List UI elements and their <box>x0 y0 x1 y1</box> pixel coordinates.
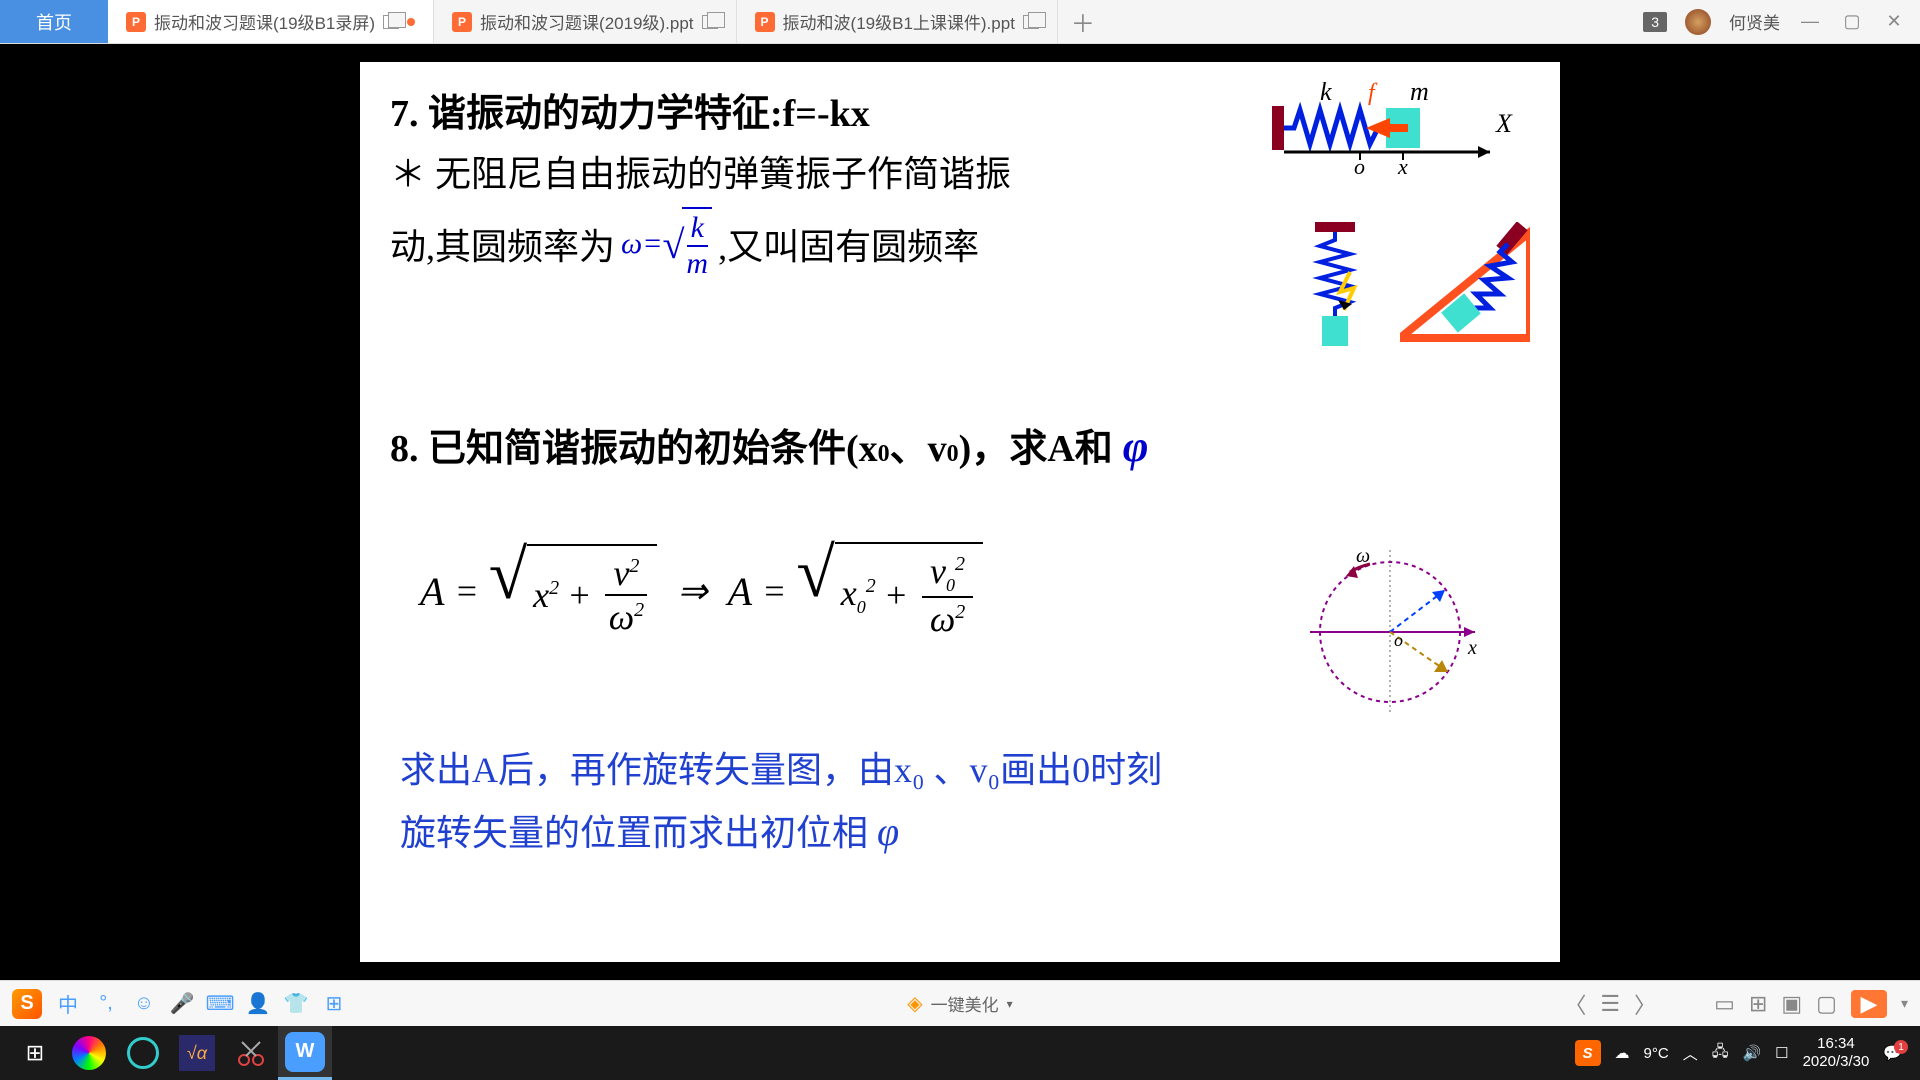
beautify-button[interactable]: ◈ 一键美化 ▾ <box>907 991 1012 1016</box>
tab-active[interactable]: P 振动和波习题课(19级B1录屏) <box>108 0 434 43</box>
view-sorter-icon[interactable]: ⊞ <box>1749 991 1767 1017</box>
person-icon[interactable]: 👤 <box>246 992 270 1016</box>
omega-formula: ω= √ k m <box>621 207 712 281</box>
label-X: X <box>1495 109 1513 138</box>
close-button[interactable]: ✕ <box>1882 10 1906 34</box>
view-normal-icon[interactable]: ▭ <box>1714 991 1735 1017</box>
section-7-line1: ＊ 无阻尼自由振动的弹簧振子作简谐振 <box>390 147 1011 201</box>
sogou-tray-icon[interactable]: S <box>1575 1040 1601 1066</box>
section-8-title: 8. 已知简谐振动的初始条件(x0 、v0 )，求A和 φ <box>390 417 1149 472</box>
svg-text:o: o <box>1394 630 1403 650</box>
ppt-icon: P <box>452 12 472 32</box>
shirt-icon[interactable]: 👕 <box>284 992 308 1016</box>
window-dup-icon[interactable] <box>383 15 399 29</box>
home-tab[interactable]: 首页 <box>0 0 108 43</box>
label-f: f <box>1368 82 1378 106</box>
label-k: k <box>1320 82 1332 106</box>
tab-2[interactable]: P 振动和波(19级B1上课课件).ppt <box>737 0 1058 43</box>
svg-text:x: x <box>1467 637 1477 659</box>
minimize-button[interactable]: — <box>1798 10 1822 34</box>
wps-icon[interactable]: W <box>278 1026 332 1080</box>
note-line1: 求出A后，再作旋转矢量图，由x₀ 、v₀画出0时刻 <box>400 742 1162 800</box>
spring-vertical-diagram <box>1310 222 1360 352</box>
spring-horizontal-diagram: k f m X o x <box>1270 82 1530 182</box>
slide-list-button[interactable]: ☰ <box>1600 991 1620 1017</box>
wall <box>1272 106 1284 150</box>
system-tray: S ☁ 9°C ︿ 🖧 🔊 ☐ 16:34 2020/3/30 💬1 <box>1575 1035 1913 1071</box>
play-button[interactable]: ▶ <box>1851 990 1887 1018</box>
browser-icon[interactable] <box>62 1026 116 1080</box>
text: 8. 已知简谐振动的初始条件(x <box>390 417 878 472</box>
snip-icon[interactable] <box>224 1026 278 1080</box>
grid-icon[interactable]: ⊞ <box>322 992 346 1016</box>
temp-label: 9°C <box>1644 1045 1669 1062</box>
volume-icon[interactable]: 🔊 <box>1742 1044 1761 1062</box>
presentation-stage: 7. 谐振动的动力学特征:f=-kx ＊ 无阻尼自由振动的弹簧振子作简谐振 动,… <box>0 44 1920 980</box>
user-avatar[interactable] <box>1685 9 1711 35</box>
weather-icon[interactable]: ☁ <box>1615 1044 1630 1062</box>
username-label: 何贤美 <box>1729 9 1780 34</box>
note-line2: 旋转矢量的位置而求出初位相 <box>400 813 868 853</box>
notification-icon[interactable]: 💬1 <box>1883 1044 1902 1062</box>
amplitude-formula: A = √ x2 + v2 ω2 ⇒ A = <box>420 542 983 640</box>
view-reading-icon[interactable]: ▣ <box>1781 991 1802 1017</box>
svg-text:ω: ω <box>1356 545 1370 567</box>
frac-den: m <box>686 247 708 281</box>
ppt-icon: P <box>755 12 775 32</box>
mic-icon[interactable]: 🎤 <box>170 992 194 1016</box>
network-icon[interactable]: 🖧 <box>1712 1041 1729 1066</box>
tab-label: 振动和波习题课(19级B1录屏) <box>154 9 375 34</box>
view-present-icon[interactable]: ▢ <box>1816 991 1837 1017</box>
input-lang-icon[interactable]: 中 <box>56 992 80 1016</box>
cube-icon: ◈ <box>907 991 922 1016</box>
notification-badge[interactable]: 3 <box>1643 12 1667 32</box>
ppt-icon: P <box>126 12 146 32</box>
note-phi: φ <box>877 809 899 854</box>
window-dup-icon[interactable] <box>702 15 718 29</box>
text: ,又叫固有圆频率 <box>718 218 979 270</box>
text: )，求A和 <box>959 417 1113 472</box>
window-dup-icon[interactable] <box>1023 15 1039 29</box>
bottom-toolbar: S 中 °, ☺ 🎤 ⌨ 👤 👕 ⊞ ◈ 一键美化 ▾ 〈 ☰ 〉 ▭ ⊞ ▣ … <box>0 980 1920 1026</box>
implies-arrow: ⇒ <box>677 570 707 612</box>
clock[interactable]: 16:34 2020/3/30 <box>1803 1035 1870 1071</box>
tool-group-left: S 中 °, ☺ 🎤 ⌨ 👤 👕 ⊞ <box>12 989 346 1019</box>
ime-icon[interactable]: ☐ <box>1775 1044 1788 1062</box>
maximize-button[interactable]: ▢ <box>1840 10 1864 34</box>
mathtype-icon[interactable]: √α <box>170 1026 224 1080</box>
text: 动,其圆频率为 <box>390 218 615 270</box>
omega-lhs: ω= <box>621 227 662 261</box>
titlebar: 首页 P 振动和波习题课(19级B1录屏) P 振动和波习题课(2019级).p… <box>0 0 1920 44</box>
nav-group: 〈 ☰ 〉 ▭ ⊞ ▣ ▢ ▶ ▾ <box>1564 988 1908 1020</box>
spring-incline-diagram <box>1400 222 1530 352</box>
label-m: m <box>1410 82 1429 106</box>
time-label: 16:34 <box>1803 1035 1870 1053</box>
modified-dot-icon <box>407 18 415 26</box>
sogou-icon[interactable]: S <box>12 989 42 1019</box>
tray-expand-icon[interactable]: ︿ <box>1683 1043 1698 1064</box>
keyboard-icon[interactable]: ⌨ <box>208 992 232 1016</box>
titlebar-right: 3 何贤美 — ▢ ✕ <box>1643 0 1920 43</box>
section-7-title: 7. 谐振动的动力学特征:f=-kx <box>390 82 870 137</box>
text: 、v <box>890 417 947 472</box>
phi-symbol: φ <box>1123 421 1149 472</box>
start-button[interactable]: ⊞ <box>8 1026 62 1080</box>
new-tab-button[interactable]: ＋ <box>1058 0 1108 43</box>
punct-icon[interactable]: °, <box>94 992 118 1016</box>
tab-label: 振动和波习题课(2019级).ppt <box>480 9 694 34</box>
tab-1[interactable]: P 振动和波习题课(2019级).ppt <box>434 0 737 43</box>
next-slide-button[interactable]: 〉 <box>1634 988 1656 1020</box>
section-8-note: 求出A后，再作旋转矢量图，由x₀ 、v₀画出0时刻 旋转矢量的位置而求出初位相 … <box>400 742 1162 864</box>
emoji-icon[interactable]: ☺ <box>132 992 156 1016</box>
slide-content: 7. 谐振动的动力学特征:f=-kx ＊ 无阻尼自由振动的弹簧振子作简谐振 动,… <box>360 62 1560 962</box>
ie-icon[interactable] <box>116 1026 170 1080</box>
section-7-line2: 动,其圆频率为 ω= √ k m ,又叫固有圆频率 <box>390 207 979 281</box>
rotating-vector-diagram: ω o x <box>1300 542 1480 722</box>
date-label: 2020/3/30 <box>1803 1053 1870 1071</box>
windows-taskbar: ⊞ √α W S ☁ 9°C ︿ 🖧 🔊 ☐ 16:34 2020/3/30 💬… <box>0 1026 1920 1080</box>
prev-slide-button[interactable]: 〈 <box>1564 988 1586 1020</box>
tab-label: 振动和波(19级B1上课课件).ppt <box>783 9 1015 34</box>
beautify-label: 一键美化 <box>931 991 999 1016</box>
frac-num: k <box>687 211 708 247</box>
